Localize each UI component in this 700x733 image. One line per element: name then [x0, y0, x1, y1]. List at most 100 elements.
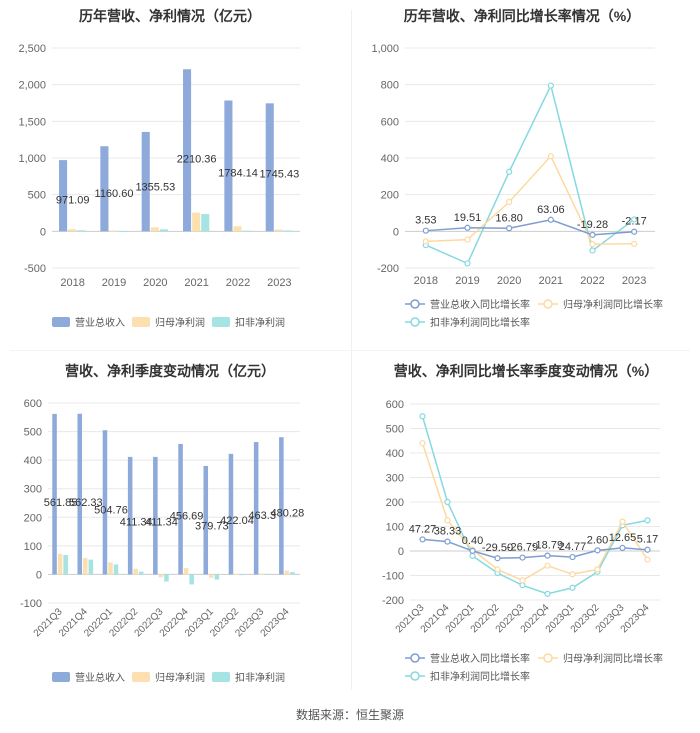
bar-net-profit [109, 230, 118, 232]
bar-deducted-profit [264, 573, 270, 575]
line-point [469, 552, 476, 559]
y-tick-label: 200 [386, 497, 404, 509]
line-point [419, 413, 426, 420]
line-point [594, 566, 601, 573]
x-tick-label: 2019 [455, 275, 479, 287]
line-point [419, 440, 426, 447]
line-data-label: -26.79 [507, 542, 538, 554]
x-tick-label: 2023Q4 [259, 606, 292, 639]
y-tick-label: 2,500 [18, 43, 46, 55]
line-data-label: 24.77 [559, 541, 587, 553]
line-data-label: -2.17 [622, 216, 647, 228]
line-data-label: 2.60 [587, 534, 608, 546]
y-tick-label: -100 [382, 571, 404, 583]
y-tick-label: 0 [393, 226, 399, 238]
bar-deducted-profit [63, 555, 68, 575]
line-data-label: -18.79 [532, 540, 563, 552]
legend-label: 扣非净利润 [235, 316, 285, 329]
line-data-label: 0.40 [462, 535, 483, 547]
line-point [547, 82, 554, 89]
legend-swatch [52, 317, 70, 327]
bar-revenue [203, 465, 209, 575]
bar-revenue [100, 146, 109, 232]
line-point [494, 555, 501, 562]
bar-data-label: 1160.60 [95, 188, 134, 200]
line-point [464, 236, 471, 243]
line-point [469, 547, 476, 555]
bar-deducted-profit [201, 214, 210, 232]
legend-label: 营业总收入同比增长率 [430, 298, 530, 311]
line-point [589, 247, 596, 254]
legend-label: 归母净利润 [155, 671, 205, 684]
x-tick-label: 2020 [497, 275, 521, 287]
bar-deducted-profit [283, 230, 292, 232]
bar-net-profit [284, 570, 290, 575]
bar-revenue [253, 442, 259, 575]
bar-deducted-profit [242, 230, 251, 232]
line-point [589, 241, 596, 248]
bar-net-profit [209, 574, 214, 578]
bar-net-profit [234, 573, 239, 575]
x-tick-label: 2022 [226, 277, 250, 289]
bar-net-profit [274, 229, 283, 232]
bar-net-profit [192, 212, 201, 232]
line-point [422, 227, 429, 234]
y-tick-label: -200 [382, 595, 404, 607]
x-tick-label: 2023 [267, 277, 291, 289]
line-point [544, 590, 551, 597]
legend-label: 归母净利润 [155, 316, 205, 329]
line-data-label: 63.06 [537, 204, 565, 216]
legend-label: 营业总收入 [75, 316, 125, 329]
line-point [644, 517, 651, 524]
bar-data-label: 1784.14 [218, 167, 258, 179]
line-point [506, 168, 513, 175]
bar-deducted-profit [77, 230, 86, 232]
chart-title-quarterly-growth: 营收、净利同比增长率季度变动情况（%） [393, 363, 659, 379]
line-point [519, 582, 526, 589]
bar-revenue [183, 69, 192, 232]
bar-data-label: 411.34 [120, 517, 153, 529]
y-tick-label: 1,000 [371, 43, 399, 55]
chart-title-annual-values: 历年营收、净利情况（亿元） [79, 8, 261, 24]
legend-marker [543, 653, 553, 663]
y-tick-label: 100 [24, 541, 42, 553]
line-point [619, 544, 626, 552]
y-tick-label: 300 [24, 484, 42, 496]
x-tick-label: 2019 [102, 277, 126, 289]
x-tick-label: 2022 [580, 275, 604, 287]
x-tick-label: 2018 [414, 275, 438, 287]
bar-data-label: 561.85 [44, 497, 78, 509]
line-point [631, 228, 638, 235]
bar-revenue [59, 160, 68, 232]
line-point [519, 554, 526, 561]
legend-label: 扣非净利润同比增长率 [430, 316, 530, 329]
annual-growth-chart: 1,000 800 600 400 200 0 -200 3.53 2018 19.51 2019 1… [371, 43, 663, 329]
line-point [444, 538, 451, 545]
bar-net-profit [233, 226, 242, 232]
line-data-label: 19.51 [454, 212, 482, 224]
bar-data-label: 504.76 [94, 505, 128, 517]
line-data-label: 38.33 [434, 526, 462, 538]
y-tick-label: 400 [386, 448, 404, 460]
legend-marker [543, 299, 553, 309]
x-tick-label: 2018 [60, 277, 84, 289]
y-tick-label: 0 [36, 569, 42, 581]
chart-title-annual-growth: 历年营收、净利同比增长率情况（%） [403, 8, 641, 24]
line-point [644, 556, 651, 563]
bar-deducted-profit [239, 574, 245, 576]
y-tick-label: 1,500 [18, 116, 46, 128]
line-series-net-profit [421, 442, 649, 582]
bar-revenue [141, 131, 150, 232]
bar-deducted-profit [118, 230, 127, 232]
bar-data-label: 456.69 [170, 511, 204, 523]
bar-deducted-profit [159, 229, 168, 232]
line-data-label: 5.17 [637, 534, 658, 546]
legend-marker [410, 299, 420, 309]
bar-deducted-profit [214, 574, 220, 580]
bar-revenue [265, 103, 274, 232]
bar-net-profit [108, 562, 113, 575]
line-point [464, 260, 471, 267]
y-tick-label: 600 [386, 399, 404, 411]
line-data-label: 3.53 [415, 215, 436, 227]
y-tick-label: 400 [381, 153, 399, 165]
